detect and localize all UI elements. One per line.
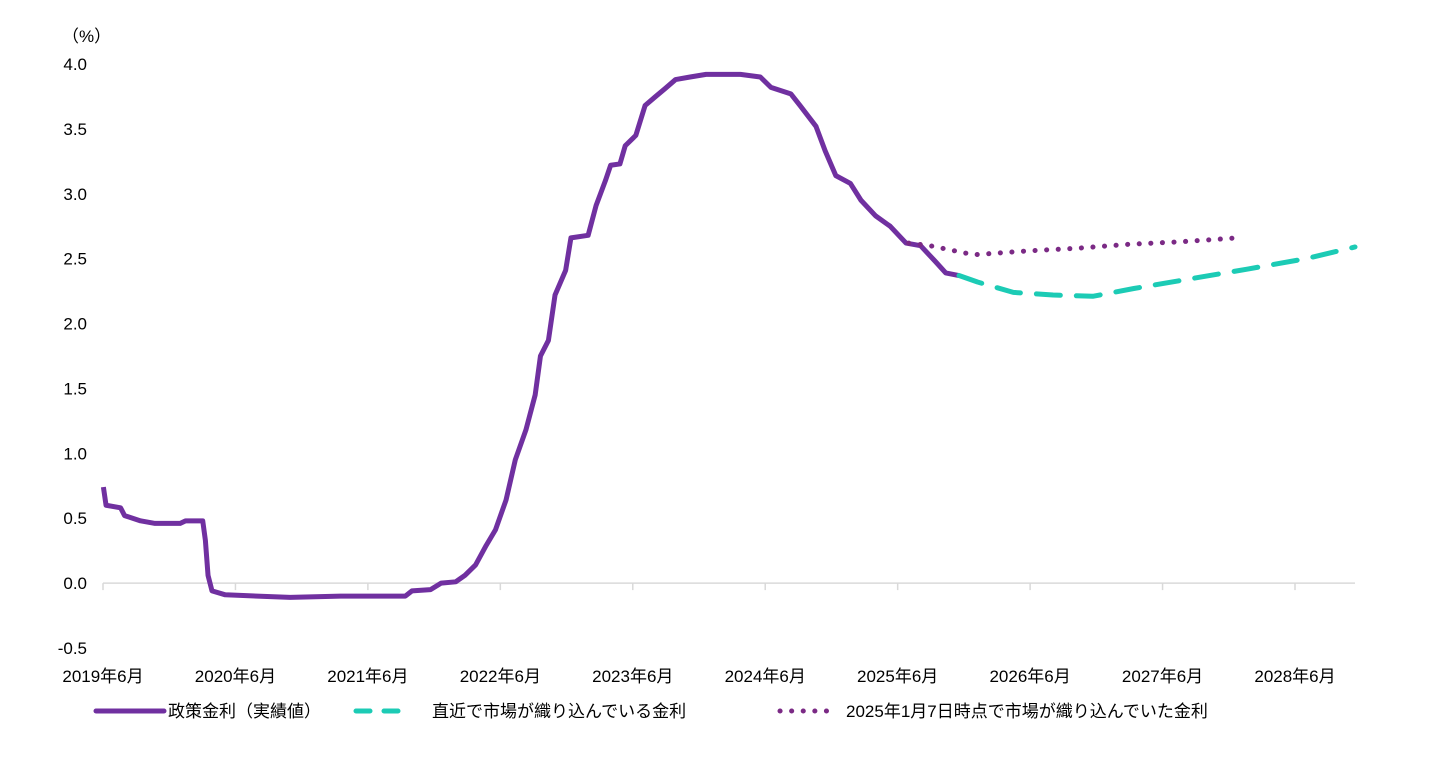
- y-tick-label: 0.5: [63, 509, 87, 528]
- y-tick-label: 3.5: [63, 120, 87, 139]
- y-tick-label: 2.0: [63, 315, 87, 334]
- legend-label: 政策金利（実績値）: [168, 702, 321, 721]
- legend-label: 直近で市場が織り込んでいる金利: [432, 702, 686, 721]
- x-tick-label: 2024年6月: [725, 667, 806, 686]
- series-line-dotted: [906, 235, 1240, 258]
- x-tick-label: 2026年6月: [989, 667, 1070, 686]
- legend-label: 2025年1月7日時点で市場が織り込んでいた金利: [846, 702, 1208, 721]
- x-tick-label: 2023年6月: [592, 667, 673, 686]
- y-tick-label: 1.5: [63, 379, 87, 398]
- y-tick-label: 4.0: [63, 55, 87, 74]
- y-tick-label: 0.0: [63, 574, 87, 593]
- series-line-dashed: [956, 244, 1358, 299]
- y-tick-label: 1.0: [63, 444, 87, 463]
- y-tick-label: -0.5: [58, 639, 87, 658]
- x-tick-label: 2022年6月: [460, 667, 541, 686]
- x-tick-label: 2025年6月: [857, 667, 938, 686]
- y-axis-unit-label: （%）: [62, 27, 111, 46]
- series-line-solid: [100, 71, 960, 600]
- x-tick-label: 2021年6月: [327, 667, 408, 686]
- x-tick-label: 2027年6月: [1122, 667, 1203, 686]
- y-tick-label: 2.5: [63, 250, 87, 269]
- x-tick-label: 2020年6月: [195, 667, 276, 686]
- x-tick-label: 2019年6月: [62, 667, 143, 686]
- y-tick-label: 3.0: [63, 185, 87, 204]
- x-tick-label: 2028年6月: [1254, 667, 1335, 686]
